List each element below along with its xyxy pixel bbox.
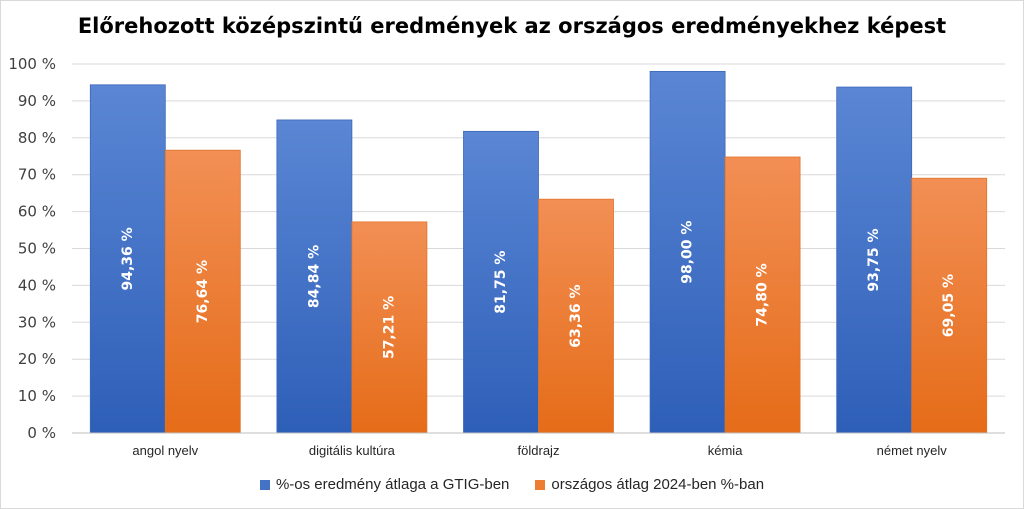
category-label: digitális kultúra: [309, 443, 396, 458]
y-tick-label: 40 %: [18, 276, 56, 294]
data-label: 69,05 %: [941, 274, 957, 337]
data-label: 63,36 %: [568, 285, 584, 348]
data-label: 93,75 %: [866, 228, 882, 291]
y-tick-label: 0 %: [27, 424, 56, 442]
legend: %-os eredmény átlaga a GTIG-ben országos…: [0, 476, 1024, 493]
legend-item-gtig: %-os eredmény átlaga a GTIG-ben: [259, 476, 510, 493]
category-label: angol nyelv: [132, 443, 198, 458]
y-tick-label: 50 %: [18, 240, 56, 258]
bar-national: [911, 177, 988, 434]
bar-national: [538, 198, 614, 434]
bar-gtig: [463, 130, 539, 434]
data-label: 98,00 %: [680, 221, 696, 284]
legend-swatch-gtig: [259, 479, 270, 490]
data-label: 76,64 %: [195, 260, 211, 323]
y-tick-label: 60 %: [18, 203, 56, 221]
data-label: 94,36 %: [120, 227, 136, 290]
data-label: 84,84 %: [306, 245, 322, 308]
category-label: német nyelv: [877, 443, 948, 458]
data-label: 57,21 %: [381, 296, 397, 359]
data-label: 74,80 %: [755, 263, 771, 326]
category-label: kémia: [708, 443, 743, 458]
legend-item-national: országos átlag 2024-ben %-ban: [535, 476, 764, 493]
bar-gtig: [649, 70, 726, 434]
legend-swatch-national: [535, 479, 546, 490]
y-tick-label: 90 %: [18, 92, 56, 110]
bar-national: [724, 156, 801, 434]
y-tick-label: 30 %: [18, 313, 56, 331]
legend-label-national: országos átlag 2024-ben %-ban: [551, 476, 765, 493]
data-label: 81,75 %: [493, 251, 509, 314]
category-label: földrajz: [518, 443, 560, 458]
chart-title: Előrehozott középszintű eredmények az or…: [77, 14, 947, 38]
bar-gtig: [836, 86, 913, 434]
y-tick-label: 70 %: [18, 166, 56, 184]
legend-label-gtig: %-os eredmény átlaga a GTIG-ben: [275, 476, 510, 493]
y-tick-label: 10 %: [18, 387, 56, 405]
y-tick-label: 20 %: [18, 350, 56, 368]
bar-national: [164, 149, 241, 434]
y-tick-label: 100 %: [8, 55, 56, 73]
y-tick-label: 80 %: [18, 129, 56, 147]
bar-national: [351, 221, 428, 434]
